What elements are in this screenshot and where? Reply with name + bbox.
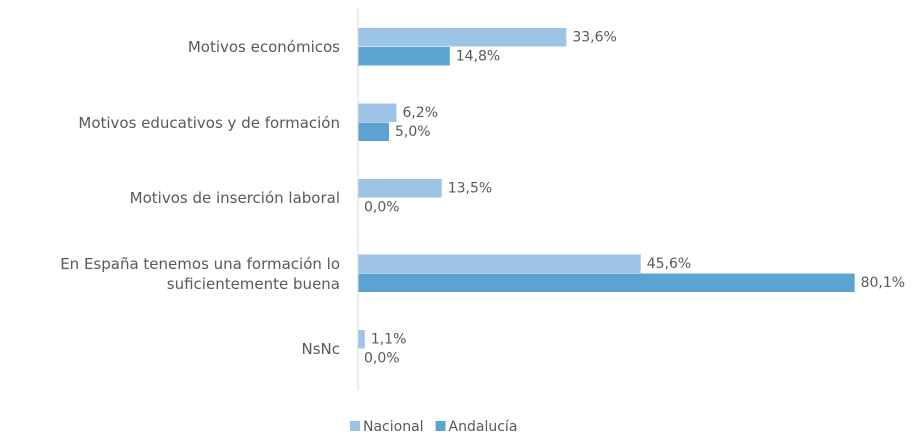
legend-swatch bbox=[435, 421, 446, 431]
bar bbox=[358, 28, 567, 47]
value-label: 80,1% bbox=[861, 275, 905, 291]
bar bbox=[358, 47, 450, 66]
value-label: 0,0% bbox=[364, 351, 400, 367]
bar bbox=[358, 122, 389, 141]
category-label: Motivos económicos bbox=[187, 38, 340, 56]
category-label: En España tenemos una formación lo sufic… bbox=[60, 254, 340, 293]
legend-label: Andalucía bbox=[449, 419, 518, 435]
value-label: 5,0% bbox=[395, 124, 431, 140]
value-label: 1,1% bbox=[371, 332, 407, 348]
bar bbox=[358, 254, 641, 273]
value-label: 6,2% bbox=[402, 105, 438, 121]
legend-swatch bbox=[350, 421, 360, 431]
legend-label: Nacional bbox=[363, 419, 424, 435]
value-label: 45,6% bbox=[647, 256, 691, 272]
value-label: 33,6% bbox=[572, 30, 616, 46]
bar bbox=[358, 103, 397, 122]
category-label: NsNc bbox=[301, 340, 340, 358]
bar bbox=[358, 330, 365, 349]
bar bbox=[358, 179, 442, 198]
category-label: Motivos educativos y de formación bbox=[78, 113, 340, 132]
value-label: 0,0% bbox=[364, 200, 400, 216]
value-label: 13,5% bbox=[448, 181, 492, 197]
value-label: 14,8% bbox=[456, 49, 500, 65]
bar bbox=[358, 273, 855, 292]
category-label: Motivos de inserción laboral bbox=[129, 189, 340, 207]
